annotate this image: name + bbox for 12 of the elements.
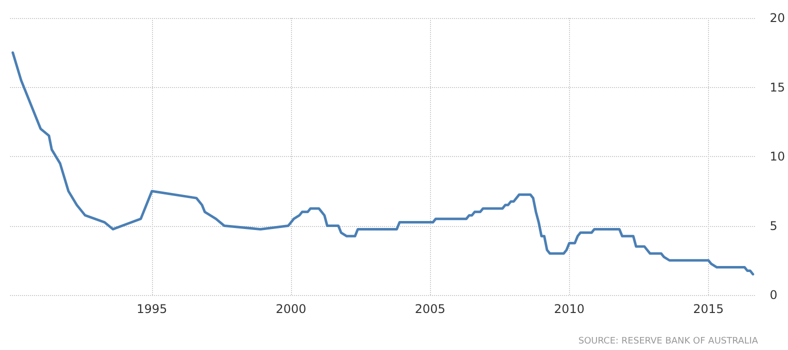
- x-tick-label: 1995: [136, 302, 168, 316]
- x-tick-label: 2000: [276, 302, 306, 316]
- y-tick-label: 15: [770, 80, 786, 94]
- y-tick-label: 5: [770, 218, 778, 233]
- x-tick-label: 2015: [693, 302, 724, 316]
- x-tick-label: 2010: [554, 302, 585, 316]
- line-series: [12, 51, 754, 276]
- y-tick-label: 0: [770, 288, 778, 302]
- source-note: SOURCE: RESERVE BANK OF AUSTRALIA: [578, 336, 759, 346]
- x-tick-label: 2005: [414, 302, 446, 316]
- y-tick-label: 20: [770, 11, 786, 25]
- y-tick-label: 10: [770, 150, 786, 164]
